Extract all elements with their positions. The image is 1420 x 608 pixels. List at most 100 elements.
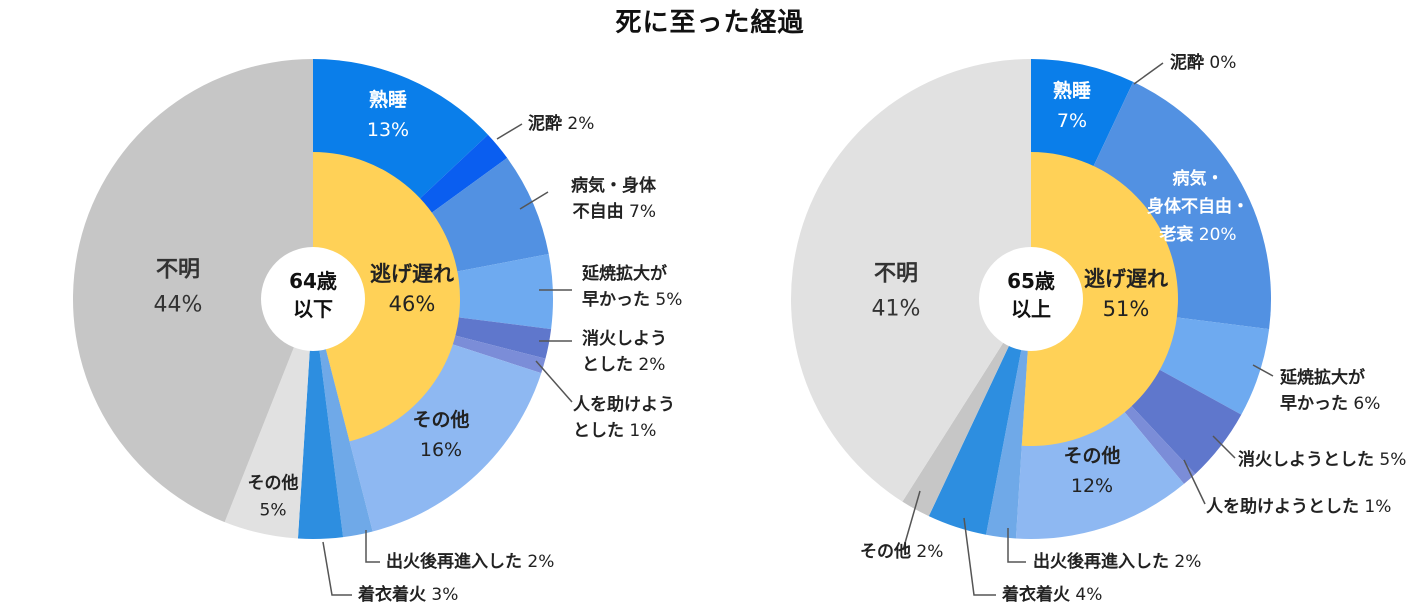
slice-label-2-1-line-0: 熟睡 bbox=[1053, 79, 1091, 102]
slice-label-2-7-value: 12% bbox=[1071, 475, 1113, 497]
center-circle-2 bbox=[979, 247, 1083, 351]
slice-label-1-11-line-1: 44% bbox=[154, 293, 203, 318]
slice-label-1-2-label: 泥酔 bbox=[528, 113, 562, 134]
slice-label-2-7: その他 12% bbox=[1063, 444, 1120, 497]
slice-label-2-7-line-0: その他 bbox=[1063, 444, 1120, 467]
slice-label-2-3-label: 病気・ bbox=[1173, 168, 1224, 189]
leader-line-2-6 bbox=[1183, 459, 1206, 505]
leader-line-2-9 bbox=[963, 517, 996, 596]
slice-label-1-10-line-1: 5% bbox=[260, 501, 287, 521]
slice-label-1-3-line-1: 不自由 7% bbox=[573, 201, 656, 222]
slice-label-1-8-value: 2% bbox=[522, 552, 554, 572]
inner-label-2: 逃げ遅れ 51% bbox=[1084, 267, 1168, 321]
slice-label-2-11-line-1: 41% bbox=[872, 297, 921, 322]
slice-label-1-6-value: 1% bbox=[624, 421, 656, 441]
slice-label-2-7-label: その他 bbox=[1063, 444, 1120, 467]
slice-label-1-2-line-0: 泥酔 2% bbox=[528, 113, 594, 134]
slice-label-2-5-value: 5% bbox=[1374, 450, 1406, 470]
leader-line-1-6 bbox=[535, 360, 573, 403]
slice-label-1-9-label: 着衣着火 bbox=[357, 584, 427, 605]
inner-slice-1 bbox=[313, 152, 460, 442]
slice-label-1-5-line-1: とした 2% bbox=[582, 355, 665, 375]
slice-label-2-10-value: 2% bbox=[911, 542, 943, 562]
slice-label-1-3-value: 7% bbox=[624, 202, 656, 222]
slice-label-2-5: 消火しようとした 5% bbox=[1238, 449, 1406, 470]
leader-line-2-4 bbox=[1252, 364, 1274, 377]
slice-label-1-4-label: 早かった bbox=[582, 290, 650, 310]
slice-label-1-3-label: 病気・身体 bbox=[571, 175, 657, 196]
slice-label-1-6-label: 人を助けよう bbox=[573, 394, 675, 415]
slice-label-1-7-label: その他 bbox=[412, 408, 469, 431]
slice-label-2-2-label: 泥酔 bbox=[1170, 52, 1204, 73]
slice-label-2-4: 延焼拡大が早かった 6% bbox=[1279, 367, 1380, 414]
inner-label-1: 逃げ遅れ 46% bbox=[370, 262, 454, 316]
leader-line-1-3 bbox=[519, 191, 549, 210]
slice-label-2-1: 熟睡 7% bbox=[1053, 79, 1091, 132]
slice-label-1-7-line-1: 16% bbox=[420, 439, 462, 461]
slice-label-1-6-line-0: 人を助けよう bbox=[573, 394, 675, 415]
slice-label-2-4-label: 延焼拡大が bbox=[1279, 367, 1365, 388]
slice-label-2-2-value: 0% bbox=[1204, 53, 1236, 73]
slice-label-1-4: 延焼拡大が早かった 5% bbox=[581, 263, 682, 310]
slice-label-1-1-line-1: 13% bbox=[367, 119, 409, 141]
slice-label-1-1-value: 13% bbox=[367, 119, 409, 141]
slice-label-1-1-line-0: 熟睡 bbox=[369, 88, 407, 111]
slice-label-2-11: 不明 41% bbox=[872, 261, 921, 321]
slice-label-2-1-label: 熟睡 bbox=[1053, 79, 1091, 102]
slice-2-11 bbox=[791, 59, 1031, 502]
leader-line-2-2 bbox=[1133, 62, 1164, 85]
slice-label-1-9-line-0: 着衣着火 3% bbox=[357, 584, 458, 605]
slice-label-1-11-line-0: 不明 bbox=[156, 257, 200, 282]
slice-label-1-4-value: 5% bbox=[650, 290, 682, 310]
center-label-line-0: 65歳 bbox=[1007, 269, 1055, 293]
slice-label-1-9-value: 3% bbox=[426, 585, 458, 605]
slice-label-2-3: 病気・身体不自由・老衰 20% bbox=[1147, 168, 1249, 245]
slice-label-2-3-line-1: 身体不自由・ bbox=[1147, 196, 1249, 217]
slice-label-2-7-line-1: 12% bbox=[1071, 475, 1113, 497]
slice-label-2-9-value: 4% bbox=[1070, 585, 1102, 605]
slice-label-2-6-value: 1% bbox=[1359, 497, 1391, 517]
center-label-1: 64歳以下 bbox=[289, 269, 337, 321]
slice-label-1-6: 人を助けようとした 1% bbox=[573, 394, 675, 441]
center-circle-1 bbox=[261, 247, 365, 351]
donut-chart-1: 64歳以下 逃げ遅れ 46% 泥酔 2% 病気・身体不自由 7% 延焼拡大が早かった 5%… bbox=[72, 59, 682, 605]
slice-label-1-9: 着衣着火 3% bbox=[357, 584, 458, 605]
slice-label-1-11: 不明 44% bbox=[154, 257, 203, 317]
slice-label-2-8-label: 出火後再進入した bbox=[1033, 551, 1169, 572]
slice-label-1-8-line-0: 出火後再進入した 2% bbox=[386, 551, 554, 572]
slice-label-1-5-value: 2% bbox=[633, 355, 665, 375]
slice-label-1-2-value: 2% bbox=[562, 114, 594, 134]
slice-label-1-10-value: 5% bbox=[260, 501, 287, 521]
slice-1-9 bbox=[297, 299, 344, 540]
slice-label-1-11-label: 不明 bbox=[156, 257, 200, 282]
inner-label-value: 46% bbox=[389, 292, 436, 316]
slice-label-1-10-label: その他 bbox=[248, 472, 299, 493]
slice-label-1-6-label: とした bbox=[573, 421, 624, 441]
slice-label-1-8: 出火後再進入した 2% bbox=[386, 551, 554, 572]
slice-label-1-7: その他 16% bbox=[412, 408, 469, 461]
slice-label-2-2-line-0: 泥酔 0% bbox=[1170, 52, 1236, 73]
slice-label-2-4-line-1: 早かった 6% bbox=[1280, 394, 1380, 414]
slice-label-2-3-line-2: 老衰 20% bbox=[1158, 224, 1236, 245]
slice-label-2-10-line-0: その他 2% bbox=[860, 541, 943, 562]
slice-label-1-2: 泥酔 2% bbox=[528, 113, 594, 134]
slice-label-2-6-line-0: 人を助けようとした 1% bbox=[1206, 496, 1391, 517]
slice-label-2-3-label: 老衰 bbox=[1158, 224, 1194, 245]
slice-label-2-11-label: 不明 bbox=[874, 261, 918, 286]
slice-label-1-11-value: 44% bbox=[154, 293, 203, 318]
slice-label-2-5-line-0: 消火しようとした 5% bbox=[1238, 449, 1406, 470]
page-title: 死に至った経過 bbox=[615, 8, 805, 38]
slice-label-2-9-line-0: 着衣着火 4% bbox=[1001, 584, 1102, 605]
slice-label-1-5-line-0: 消火しよう bbox=[582, 328, 667, 349]
slice-label-1-3: 病気・身体不自由 7% bbox=[571, 175, 657, 222]
slice-label-2-9: 着衣着火 4% bbox=[1001, 584, 1102, 605]
slice-label-1-5-label: 消火しよう bbox=[582, 328, 667, 349]
slice-label-1-4-line-1: 早かった 5% bbox=[582, 290, 682, 310]
inner-slice-2 bbox=[1021, 152, 1179, 446]
slice-label-1-7-value: 16% bbox=[420, 439, 462, 461]
slice-label-2-1-value: 7% bbox=[1057, 110, 1087, 132]
slice-label-1-6-line-1: とした 1% bbox=[573, 421, 656, 441]
slice-label-1-10: その他 5% bbox=[248, 472, 299, 520]
